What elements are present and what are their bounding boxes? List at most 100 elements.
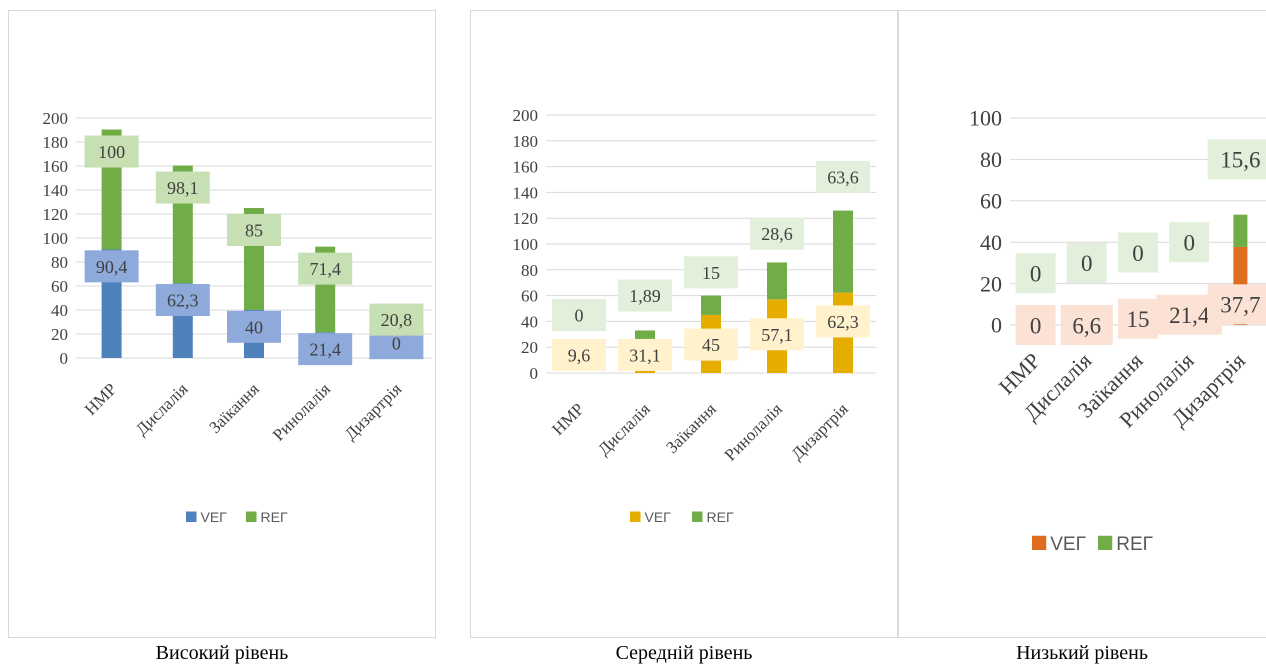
data-label: 85 [245,220,263,240]
category-label: Дислалія [594,399,654,459]
y-tick-label: 20 [521,338,538,357]
data-label: 15 [702,263,720,283]
y-tick-label: 20 [51,325,68,344]
y-tick-label: 120 [43,205,69,224]
data-label-box [1118,232,1158,273]
chart-low-level: 020406080100006,6015021,4037,715,6НМРДис… [969,106,1266,555]
data-label: 100 [98,142,125,162]
chart-frame [8,10,436,638]
data-label-box [552,338,606,371]
data-label: 6,6 [1072,313,1101,338]
data-label-box [816,160,870,193]
y-tick-label: 80 [51,253,68,272]
category-label: Дислалія [132,379,192,439]
legend-label: REГ [1116,534,1153,555]
y-tick-label: 0 [60,349,69,368]
chart-medium-level: 0 20 40 60 80 100 120 140 160 180 200 9,6 0 31,1 1,89 4… [513,106,876,525]
data-label: 21,4 [1169,303,1210,328]
y-tick-label: 140 [43,181,69,200]
y-tick-label: 140 [513,183,539,202]
data-label: 9,6 [568,345,591,365]
data-label-box [1207,139,1266,180]
y-tick-label: 200 [513,106,539,125]
data-label: 0 [1132,241,1144,266]
category-label: Заїкання [662,399,720,457]
legend-swatch [630,511,641,522]
data-label: 20,8 [381,310,413,330]
data-label-box [155,284,210,317]
data-label: 31,1 [629,345,661,365]
data-label: 0 [1030,313,1042,338]
data-label-box [1060,305,1113,345]
legend-swatch [1098,535,1113,550]
data-label-box [1207,284,1266,325]
data-label-box [684,328,738,361]
y-tick-label: 60 [521,287,538,306]
category-label: НМР [548,399,587,438]
data-label: 62,3 [167,291,199,311]
category-label: Ринолалія [269,379,334,444]
y-tick-label: 160 [43,157,69,176]
legend-label: VEГ [201,509,228,525]
data-label-box [552,298,606,331]
data-label: 21,4 [309,340,341,360]
category-label: Дизартрія [788,399,852,463]
data-label-box [84,135,139,168]
data-label-box [684,256,738,289]
legend-swatch [186,511,197,522]
chart-caption-medium: Середній рівень [615,642,753,664]
y-tick-label: 40 [51,301,68,320]
data-label-box [369,303,424,336]
data-label-box [298,333,353,366]
data-label-box [155,171,210,204]
y-tick-label: 40 [980,230,1002,255]
data-label-box [227,310,281,343]
data-label: 57,1 [761,325,793,345]
bar-reg [701,295,721,315]
data-label-box [84,250,139,283]
bar-reg [833,210,853,293]
data-label-box [298,252,353,285]
data-label: 90,4 [96,257,128,277]
data-label: 63,6 [827,167,859,187]
y-tick-label: 100 [43,229,69,248]
data-label-box [1169,222,1210,263]
y-tick-label: 160 [513,158,539,177]
y-tick-label: 100 [969,106,1002,131]
y-tick-label: 100 [513,235,539,254]
data-label-box [816,305,870,338]
bar-reg [767,262,787,300]
y-tick-label: 200 [43,109,69,128]
legend-label: VEГ [1050,534,1086,555]
data-label: 40 [245,317,263,337]
category-label: Заїкання [205,379,263,437]
legend-label: VEГ [645,509,672,525]
data-label: 1,89 [629,286,661,306]
data-label: 0 [575,305,584,325]
y-tick-label: 40 [521,312,538,331]
legend-swatch [692,511,703,522]
y-tick-label: 120 [513,209,539,228]
legend-swatch [246,511,257,522]
data-label: 0 [392,334,401,354]
data-label: 37,7 [1220,293,1260,318]
data-label-box [618,338,672,371]
chart-panel-high: 0 20 40 60 80 100 120 140 160 180 200 90,4 100 62,3 98… [8,10,436,638]
bar-veg [635,370,655,373]
data-label: 45 [702,335,720,355]
data-label: 0 [1081,251,1093,276]
chart-high-level: 0 20 40 60 80 100 120 140 160 180 200 90,4 100 62,3 98… [43,109,432,525]
y-tick-label: 60 [980,189,1002,214]
data-label: 62,3 [827,312,859,332]
data-label-box [750,318,804,351]
data-label-box [618,279,672,312]
data-label: 15,6 [1220,148,1260,173]
data-label: 28,6 [761,224,793,244]
y-tick-label: 180 [43,133,69,152]
y-tick-label: 180 [513,132,539,151]
category-label: НМР [81,379,120,418]
legend-label: REГ [261,509,288,525]
chart-caption-low: Низький рівень [1016,642,1148,664]
chart-caption-high: Високий рівень [155,642,289,664]
data-label-box [750,217,804,250]
